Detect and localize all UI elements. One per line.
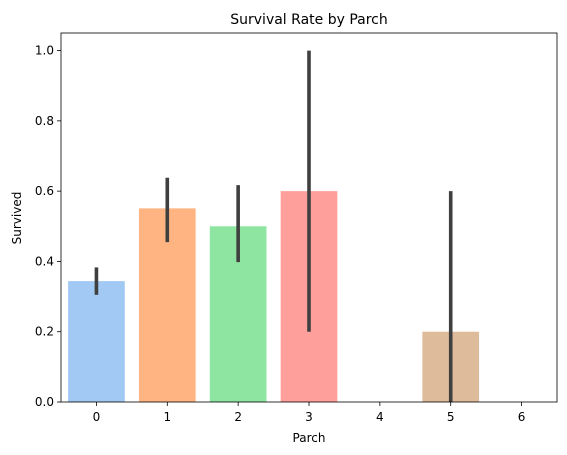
- y-tick-label-1: 0.2: [35, 325, 54, 339]
- chart-title: Survival Rate by Parch: [230, 12, 387, 28]
- x-tick-label-3: 3: [305, 410, 313, 424]
- y-tick-label-3: 0.6: [35, 184, 54, 198]
- bar-0: [68, 281, 125, 402]
- y-axis-ticks: 0.0 0.2 0.4 0.6 0.8 1.0: [35, 44, 61, 409]
- error-bars-group: [94, 50, 453, 402]
- x-tick-label-1: 1: [163, 410, 171, 424]
- bars-group: [68, 191, 480, 402]
- x-tick-label-0: 0: [93, 410, 101, 424]
- y-tick-label-5: 1.0: [35, 44, 54, 58]
- y-axis-label: Survived: [10, 192, 24, 245]
- y-tick-label-2: 0.4: [35, 254, 54, 268]
- x-tick-label-5: 5: [447, 410, 455, 424]
- x-axis-ticks: 0 1 2 3 4 5 6: [93, 402, 526, 424]
- x-axis-label: Parch: [293, 431, 326, 445]
- x-tick-label-2: 2: [234, 410, 242, 424]
- x-tick-label-4: 4: [376, 410, 384, 424]
- y-tick-label-4: 0.8: [35, 114, 54, 128]
- x-tick-label-6: 6: [518, 410, 526, 424]
- y-tick-label-0: 0.0: [35, 395, 54, 409]
